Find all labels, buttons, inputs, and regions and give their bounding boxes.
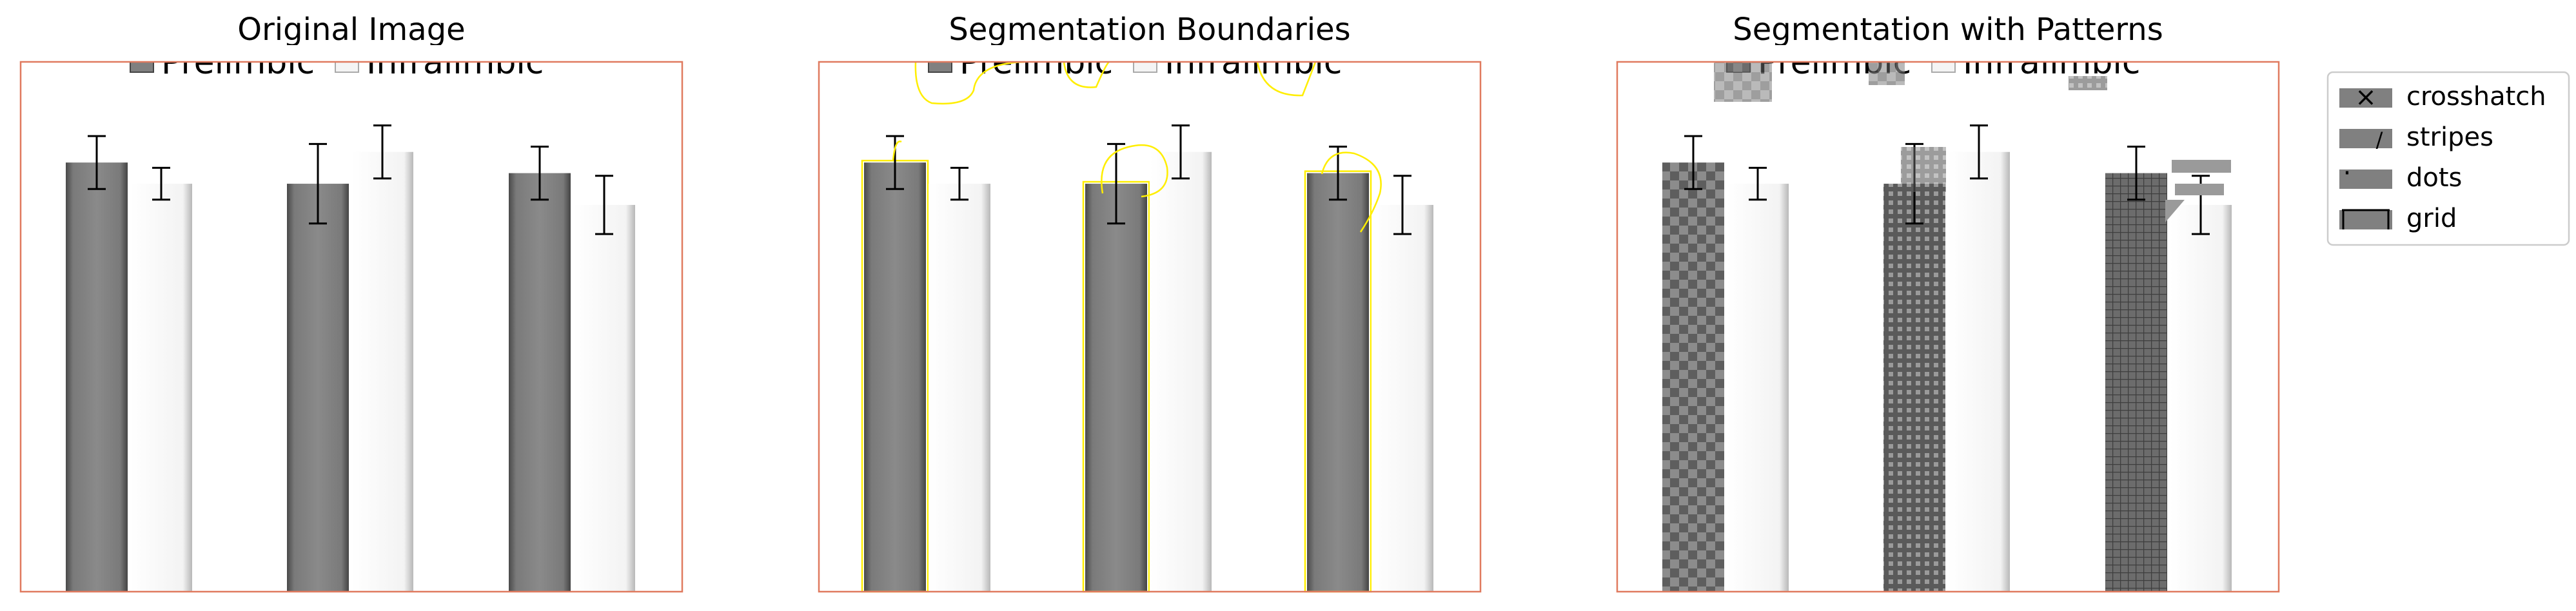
bar-prelimbic [864, 162, 926, 592]
pattern-fragment [1869, 62, 1905, 85]
bar-prelimbic [2105, 173, 2167, 592]
bar-infralimbic [1948, 151, 2010, 592]
plot-frame [19, 61, 683, 593]
grid-label: grid [2406, 204, 2457, 233]
bar-infralimbic [1372, 204, 1433, 592]
bar-infralimbic [1150, 151, 1212, 592]
panel-title: Segmentation Boundaries [949, 12, 1350, 48]
bar-prelimbic [66, 162, 128, 592]
segmentation-boundary [892, 141, 902, 162]
bar-prelimbic [1307, 173, 1369, 592]
pattern-legend-item-dots: · dots [2339, 159, 2462, 193]
frame-top-mask [818, 45, 1482, 62]
dots-label: dots [2406, 163, 2462, 193]
bar-prelimbic [509, 173, 571, 592]
segmentation-boundary [1321, 151, 1382, 233]
plot-frame [1616, 61, 2280, 593]
bar-prelimbic [1662, 162, 1724, 592]
crosshatch-swatch [2339, 88, 2392, 108]
bar-prelimbic [1085, 184, 1147, 592]
bar-infralimbic [130, 184, 192, 592]
segmentation-boundary [1256, 61, 1317, 97]
pattern-fragment [2165, 200, 2185, 222]
frame-top-mask [19, 45, 683, 62]
pattern-fragment [2172, 160, 2231, 173]
plot-frame [818, 61, 1482, 593]
pattern-fragment [2175, 184, 2224, 195]
bar-infralimbic [1727, 184, 1789, 592]
frame-top-mask [1616, 45, 2280, 62]
pattern-fragment [1714, 62, 1772, 102]
pattern-legend-item-stripes: / stripes [2339, 122, 2493, 152]
pattern-fragment [2069, 76, 2107, 90]
pattern-fragment [1901, 147, 1946, 192]
bar-infralimbic [573, 204, 635, 592]
pattern-legend-item-grid: grid [2339, 204, 2457, 233]
dots-marker-icon: · [2343, 159, 2352, 188]
bar-infralimbic [351, 151, 413, 592]
bar-prelimbic [287, 184, 349, 592]
crosshatch-marker-icon: × [2355, 82, 2377, 112]
stripes-marker-icon: / [2376, 128, 2383, 152]
pattern-legend: × crosshatch / stripes · dots grid [2326, 71, 2570, 246]
bar-prelimbic [1883, 184, 1945, 592]
segmentation-boundary [1063, 61, 1110, 88]
stripes-label: stripes [2406, 122, 2493, 152]
grid-marker-icon [2342, 209, 2390, 229]
bar-infralimbic [929, 184, 990, 592]
panel-title: Segmentation with Patterns [1733, 12, 2163, 48]
segmentation-boundary [914, 61, 1026, 104]
panel-title: Original Image [237, 12, 465, 48]
crosshatch-label: crosshatch [2406, 82, 2546, 112]
dots-swatch [2339, 170, 2392, 189]
segmentation-boundary [1101, 144, 1168, 198]
pattern-legend-item-crosshatch: × crosshatch [2339, 82, 2546, 112]
pattern-legend-box [2326, 71, 2570, 246]
grid-swatch [2339, 210, 2392, 229]
stripes-swatch [2339, 129, 2392, 148]
bar-infralimbic [2170, 204, 2232, 592]
